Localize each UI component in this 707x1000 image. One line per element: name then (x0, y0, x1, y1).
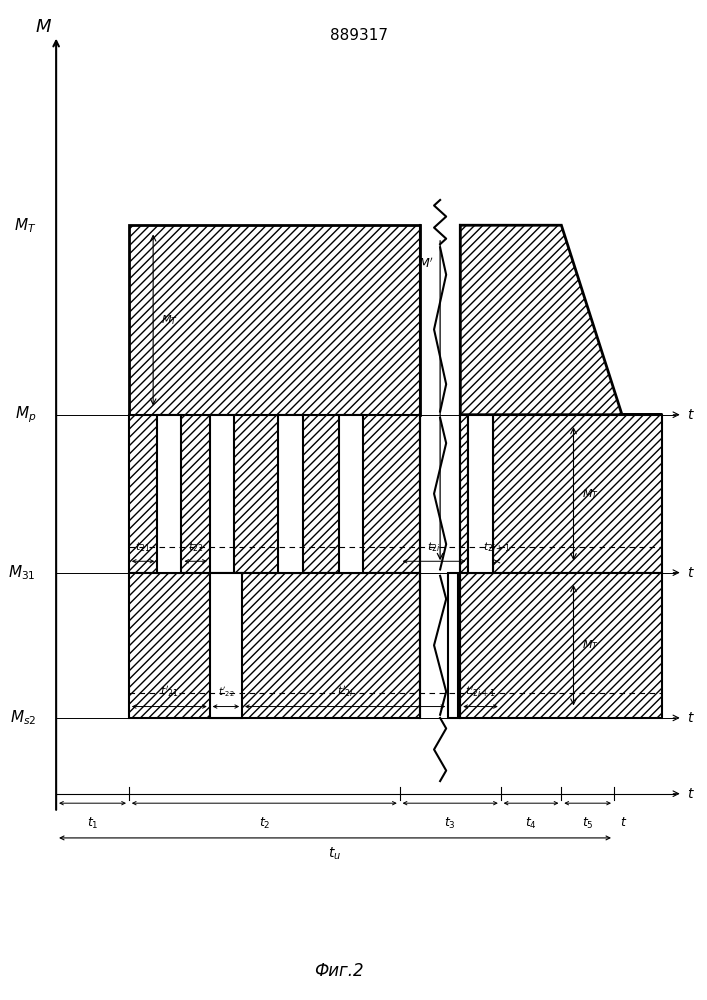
Text: $t_3$: $t_3$ (444, 816, 456, 831)
Text: $M_T$: $M_T$ (582, 487, 598, 501)
Text: $t_{21}$: $t_{21}$ (135, 540, 151, 554)
Text: $t_u$: $t_u$ (329, 846, 341, 862)
Text: $t$: $t$ (686, 566, 694, 580)
Polygon shape (210, 415, 234, 573)
Text: $t'_{22}$: $t'_{22}$ (218, 685, 234, 699)
Polygon shape (157, 415, 182, 573)
Text: $t'_{21}$: $t'_{21}$ (160, 684, 179, 699)
Text: $t_5$: $t_5$ (582, 816, 593, 831)
Text: Фиг.2: Фиг.2 (314, 962, 364, 980)
Text: $M_p$: $M_p$ (15, 404, 36, 425)
Text: $M_T$: $M_T$ (582, 638, 598, 652)
Text: $M_{31}$: $M_{31}$ (8, 563, 36, 582)
Text: $t_1$: $t_1$ (87, 816, 98, 831)
Text: $M_T$: $M_T$ (161, 313, 178, 327)
Text: $M_{s2}$: $M_{s2}$ (9, 709, 36, 727)
Text: $t_2$: $t_2$ (259, 816, 270, 831)
Polygon shape (129, 415, 420, 573)
Polygon shape (279, 415, 303, 573)
Text: $M_T$: $M_T$ (13, 216, 36, 235)
Text: $M'$: $M'$ (418, 257, 434, 271)
Polygon shape (129, 225, 420, 415)
Text: $t$: $t$ (686, 711, 694, 725)
Text: $t$: $t$ (620, 816, 627, 829)
Polygon shape (339, 415, 363, 573)
Text: 889317: 889317 (330, 28, 388, 43)
Polygon shape (460, 225, 662, 415)
Polygon shape (460, 415, 469, 573)
Polygon shape (469, 415, 493, 573)
Text: $t'_{2i+1}$: $t'_{2i+1}$ (465, 684, 496, 699)
Polygon shape (448, 573, 458, 718)
Text: $t$: $t$ (686, 408, 694, 422)
Text: $t'_{2i}$: $t'_{2i}$ (337, 684, 354, 699)
Polygon shape (210, 573, 242, 718)
Text: $t_{22}$: $t_{22}$ (188, 540, 204, 554)
Polygon shape (493, 415, 662, 573)
Polygon shape (129, 573, 420, 718)
Text: $t_4$: $t_4$ (525, 816, 537, 831)
Text: $t_{2i+1}$: $t_{2i+1}$ (483, 540, 510, 554)
Text: $t_{2i}$: $t_{2i}$ (427, 540, 440, 554)
Polygon shape (460, 573, 662, 718)
Text: $M$: $M$ (35, 18, 52, 36)
Text: $t$: $t$ (686, 787, 694, 801)
